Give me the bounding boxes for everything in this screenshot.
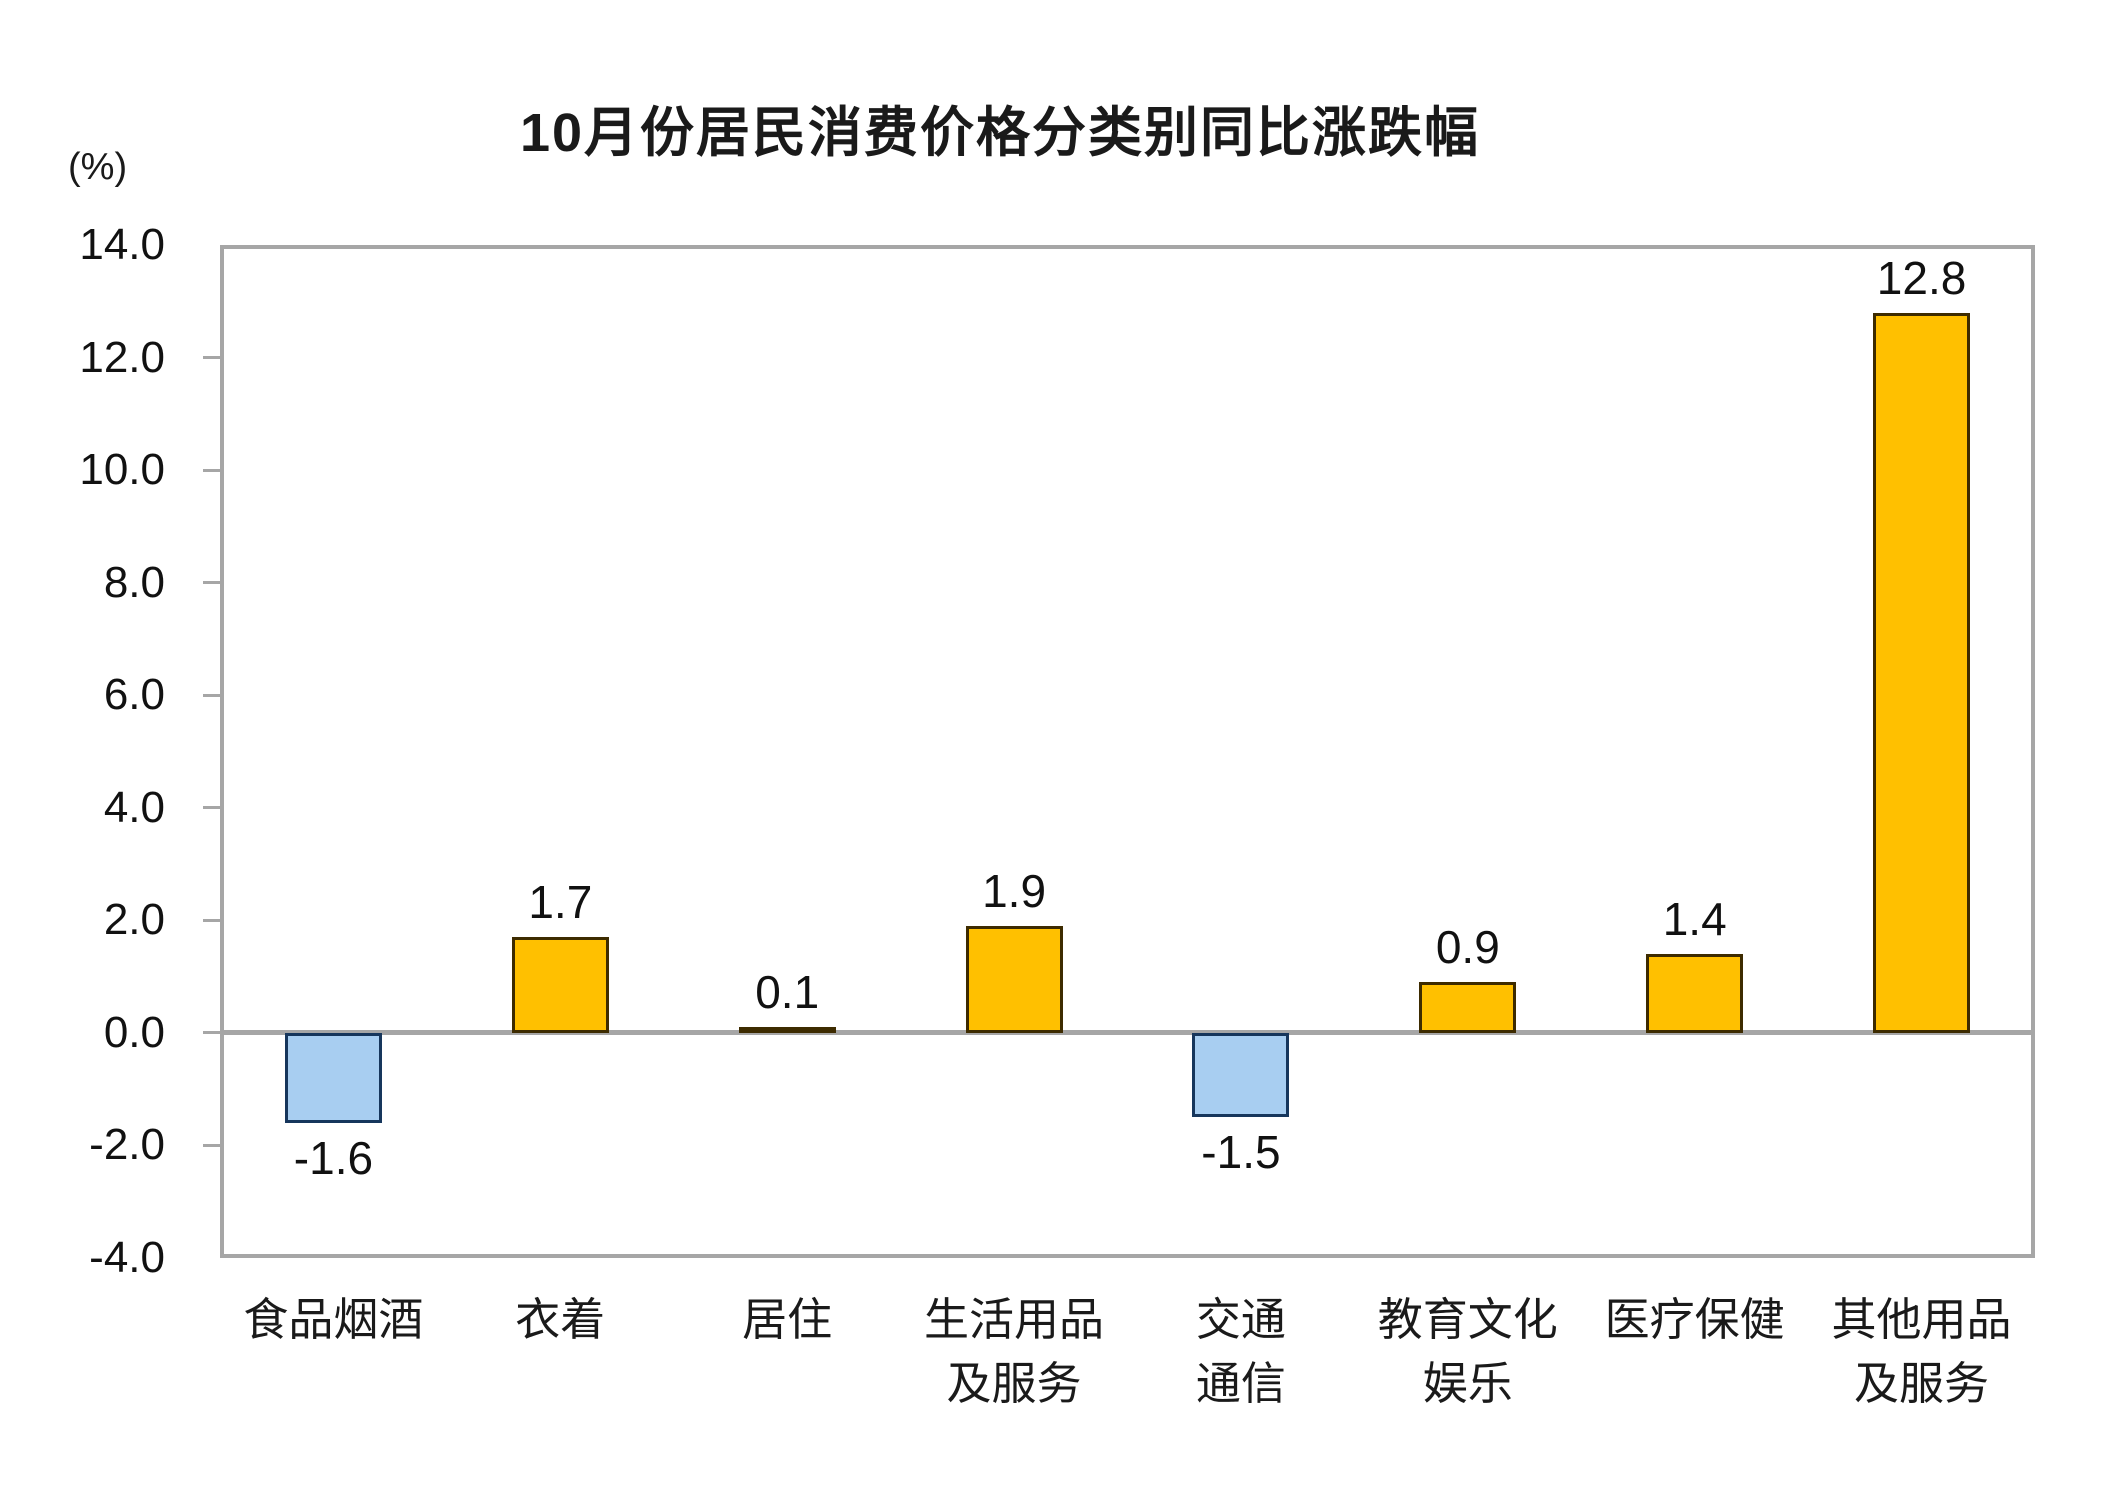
bar-data-label: 1.4 (1662, 893, 1727, 946)
bar-data-label: 1.9 (982, 864, 1047, 917)
bar-data-label: 1.7 (528, 876, 593, 929)
y-axis-unit-label: (%) (68, 146, 128, 188)
y-tick-label: 8.0 (103, 557, 165, 607)
x-category-label: 医疗保健 (1604, 1294, 1785, 1345)
x-category-label: 食品烟酒 (243, 1294, 424, 1345)
chart-title: 10月份居民消费价格分类别同比涨跌幅 (519, 103, 1481, 163)
zero-axis-line (220, 1030, 2035, 1036)
y-tick-mark (203, 918, 220, 922)
x-category-label: 生活用品 及服务 (924, 1294, 1105, 1409)
x-category-label: 教育文化 娱乐 (1377, 1294, 1558, 1409)
y-tick-label: 2.0 (103, 895, 165, 945)
y-tick-label: 10.0 (79, 445, 165, 495)
bar (1419, 982, 1517, 1033)
y-tick-label: 4.0 (103, 782, 165, 832)
x-category-label: 居住 (742, 1294, 833, 1345)
bar (1646, 954, 1744, 1033)
bar-data-label: -1.6 (293, 1131, 374, 1184)
y-tick-label: -2.0 (89, 1120, 165, 1170)
bar-data-label: 12.8 (1876, 251, 1967, 304)
x-category-label: 交通 通信 (1195, 1294, 1286, 1409)
y-tick-mark (203, 806, 220, 810)
y-tick-label: 6.0 (103, 670, 165, 720)
bar-data-label: 0.1 (755, 966, 820, 1019)
bar-data-label: -1.5 (1201, 1126, 1281, 1179)
x-category-label: 衣着 (515, 1294, 606, 1345)
y-tick-mark (203, 356, 220, 360)
bar (1192, 1032, 1290, 1118)
y-tick-mark (203, 1143, 220, 1147)
plot-area (220, 245, 2035, 1258)
y-tick-mark (203, 468, 220, 472)
y-tick-label: 14.0 (79, 220, 165, 269)
bar (738, 1027, 836, 1034)
y-tick-label: 12.0 (79, 332, 165, 382)
y-tick-mark (203, 581, 220, 585)
y-tick-mark (203, 693, 220, 697)
bar (1873, 312, 1971, 1033)
y-tick-label: -4.0 (89, 1233, 165, 1282)
bar (511, 937, 609, 1033)
bar (284, 1032, 382, 1123)
y-tick-mark (203, 1031, 220, 1035)
y-tick-label: 0.0 (103, 1007, 165, 1057)
x-category-label: 其他用品 及服务 (1831, 1294, 2012, 1409)
bar-data-label: 0.9 (1435, 921, 1500, 974)
bar (965, 925, 1063, 1033)
